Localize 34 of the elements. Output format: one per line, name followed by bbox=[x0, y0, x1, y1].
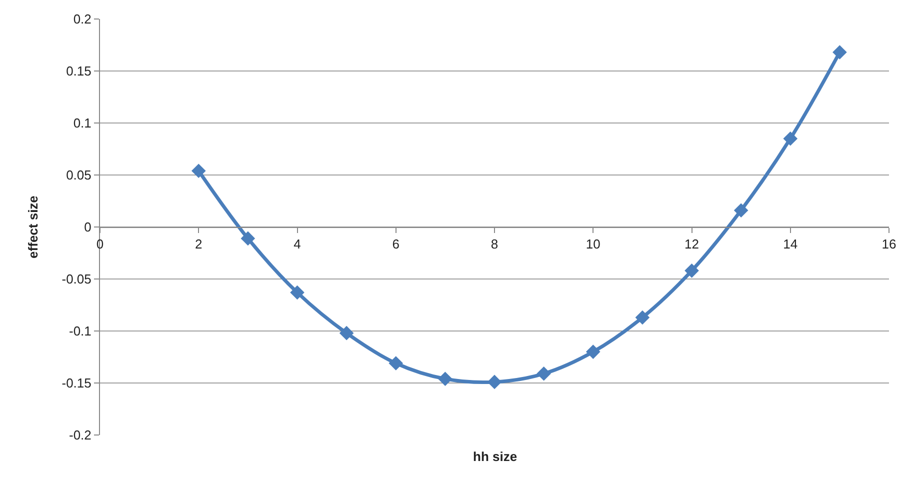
point bbox=[536, 366, 551, 381]
x-tick-label: 4 bbox=[294, 236, 301, 252]
y-tick-label: -0.15 bbox=[62, 376, 92, 391]
y-tick-label: 0.05 bbox=[66, 168, 92, 183]
y-axis-title: effect size bbox=[26, 196, 41, 258]
point bbox=[339, 326, 354, 340]
y-tick-label: -0.1 bbox=[68, 324, 92, 339]
y-tick-label: 0.15 bbox=[66, 64, 92, 79]
point bbox=[388, 356, 404, 370]
point bbox=[783, 131, 798, 146]
x-tick-label: 2 bbox=[195, 236, 202, 252]
x-tick-label: 12 bbox=[684, 236, 699, 252]
point bbox=[734, 203, 748, 218]
point bbox=[240, 231, 256, 246]
x-tick-label: 14 bbox=[783, 236, 798, 252]
x-tick-label: 8 bbox=[490, 236, 498, 252]
x-axis-title: hh size bbox=[473, 449, 518, 464]
y-tick-label: -0.2 bbox=[68, 428, 92, 443]
point bbox=[635, 310, 650, 325]
y-tick-label: 0 bbox=[84, 220, 92, 235]
y-tick-label: 0.1 bbox=[73, 116, 92, 131]
point bbox=[487, 374, 502, 390]
point bbox=[684, 264, 699, 278]
x-tick-label: 10 bbox=[586, 236, 600, 252]
x-tick-label: 16 bbox=[882, 236, 896, 252]
point bbox=[290, 285, 304, 300]
y-tick-label: 0.2 bbox=[73, 12, 92, 27]
x-tick-label: 0 bbox=[96, 236, 104, 252]
y-tick-label: -0.05 bbox=[62, 272, 92, 287]
x-tick-label: 6 bbox=[392, 236, 400, 252]
point bbox=[191, 164, 206, 178]
point bbox=[438, 372, 452, 386]
point bbox=[832, 45, 847, 60]
point bbox=[586, 344, 600, 359]
